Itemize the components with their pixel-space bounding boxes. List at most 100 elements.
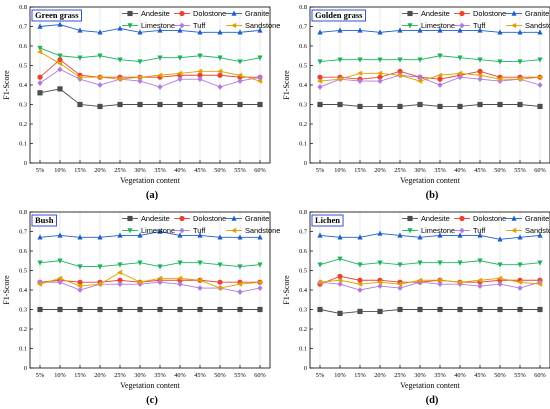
data-point (457, 232, 463, 238)
x-tick-label: 30% (134, 167, 146, 174)
x-tick-label: 50% (214, 167, 226, 174)
data-point (237, 72, 243, 78)
legend-marker (231, 22, 237, 29)
series-line (320, 104, 541, 107)
legend-marker (511, 215, 517, 221)
panel-caption: (b) (426, 190, 439, 201)
data-point (377, 74, 383, 80)
panel-title: Bush (35, 215, 54, 225)
series-line (319, 281, 541, 291)
data-point (537, 29, 543, 35)
x-axis-label: Vegetation content (120, 381, 181, 390)
legend-label: Granite (525, 9, 549, 18)
x-tick-label: 45% (194, 167, 206, 174)
data-point (497, 78, 503, 84)
x-tick-label: 30% (414, 372, 426, 379)
data-point (477, 283, 483, 289)
data-point (377, 70, 383, 76)
data-point (357, 262, 363, 268)
x-tick-label: 20% (374, 372, 386, 379)
y-tick-label: 0.7 (299, 24, 307, 31)
data-point (177, 27, 183, 33)
data-point (537, 232, 543, 238)
data-point (137, 232, 143, 238)
data-point (57, 258, 63, 264)
data-point (117, 269, 123, 276)
legend-marker (407, 228, 413, 234)
data-point (357, 27, 363, 33)
series-line (319, 309, 540, 314)
y-tick-label: 0.5 (19, 268, 27, 275)
data-point (37, 80, 43, 86)
data-point (57, 53, 63, 59)
data-point (177, 70, 183, 76)
legend-label: Dolostone (473, 214, 506, 223)
data-point (317, 232, 323, 238)
x-tick-label: 35% (434, 372, 446, 379)
data-point (37, 281, 43, 287)
series-line (319, 55, 541, 63)
x-tick-label: 15% (74, 372, 86, 379)
legend-marker (407, 10, 413, 17)
panel-title-box (311, 9, 366, 22)
data-point (337, 101, 343, 108)
y-tick-label: 0.2 (299, 326, 307, 333)
y-tick-label: 0.2 (299, 121, 307, 128)
data-point (437, 260, 443, 266)
data-point (517, 262, 523, 268)
data-point (317, 74, 323, 80)
data-point (137, 279, 143, 285)
x-tick-label: 25% (114, 167, 126, 174)
y-tick-label: 0.2 (19, 326, 27, 333)
data-point (337, 281, 343, 288)
data-point (117, 306, 123, 313)
data-point (237, 306, 243, 313)
data-point (77, 27, 83, 33)
y-tick-label: 0.6 (19, 248, 27, 255)
data-point (517, 29, 523, 35)
x-tick-label: 25% (394, 372, 406, 379)
data-point (517, 101, 523, 108)
series-line (319, 232, 541, 240)
legend-label: Granite (245, 214, 269, 223)
y-tick-label: 0.2 (19, 121, 27, 128)
data-point (357, 78, 363, 84)
data-point (177, 260, 183, 266)
x-tick-label: 5% (316, 372, 325, 379)
legend-marker (459, 215, 465, 222)
data-point (537, 103, 543, 110)
legend-marker (127, 228, 133, 234)
data-point (57, 57, 63, 63)
data-point (537, 281, 543, 287)
y-tick-label: 0.6 (19, 43, 27, 50)
x-tick-label: 60% (254, 372, 266, 379)
data-point (477, 277, 483, 283)
data-point (497, 275, 503, 281)
data-point (97, 29, 103, 35)
legend-label: Sandstone (525, 226, 550, 235)
x-tick-label: 5% (36, 167, 45, 174)
data-point (257, 279, 263, 285)
data-point (37, 234, 43, 240)
legend-label: Dolostone (473, 9, 506, 18)
panel-caption: (c) (146, 395, 158, 406)
x-tick-label: 10% (334, 372, 346, 379)
panel-title-box (311, 214, 344, 227)
y-tick-label: 0 (304, 365, 307, 372)
x-tick-label: 50% (494, 167, 506, 174)
data-point (37, 90, 43, 96)
data-point (117, 76, 123, 82)
y-tick-label: 0.5 (19, 63, 27, 70)
data-point (317, 78, 323, 84)
series-line (319, 72, 541, 82)
data-point (217, 72, 223, 78)
data-point (217, 306, 223, 313)
data-point (177, 232, 183, 238)
data-point (237, 78, 243, 84)
legend-label: Sandstone (525, 21, 550, 30)
legend-marker (459, 10, 465, 17)
data-point (257, 234, 263, 240)
data-point (477, 76, 483, 83)
